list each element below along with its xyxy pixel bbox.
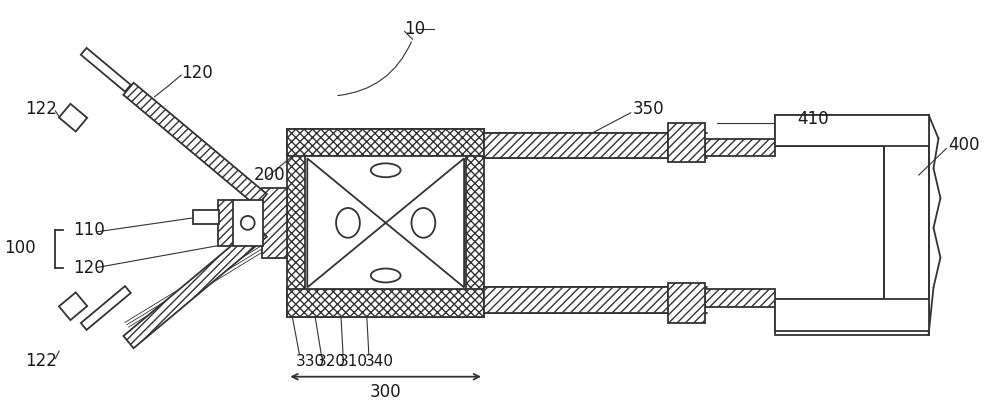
Bar [484, 287, 668, 313]
Polygon shape [775, 115, 929, 335]
Polygon shape [123, 225, 267, 348]
Text: 400: 400 [948, 136, 980, 154]
Text: 320: 320 [317, 354, 346, 369]
Polygon shape [386, 158, 464, 287]
Text: 120: 120 [181, 64, 213, 82]
Text: 310: 310 [339, 354, 368, 369]
Text: 340: 340 [365, 354, 394, 369]
Ellipse shape [371, 163, 401, 177]
Bar [484, 133, 668, 158]
Text: 10: 10 [405, 20, 426, 38]
Text: 300: 300 [370, 382, 401, 401]
Bar [218, 200, 234, 246]
Ellipse shape [336, 208, 360, 238]
Text: 122: 122 [25, 100, 57, 118]
Text: 410: 410 [798, 110, 829, 128]
Ellipse shape [241, 216, 255, 230]
Bar [705, 290, 775, 307]
Polygon shape [81, 286, 131, 330]
Text: 200: 200 [254, 166, 285, 184]
Bar [262, 188, 287, 258]
Bar [287, 128, 484, 157]
Text: 330: 330 [295, 354, 324, 369]
Text: 350: 350 [633, 100, 664, 118]
Bar [287, 128, 484, 317]
Polygon shape [81, 48, 131, 92]
Bar [305, 157, 466, 290]
Polygon shape [123, 83, 267, 206]
Bar [193, 210, 219, 224]
Bar [775, 115, 929, 147]
Text: 122: 122 [25, 352, 57, 370]
Ellipse shape [371, 268, 401, 282]
Text: 120: 120 [73, 259, 105, 277]
Polygon shape [307, 158, 386, 287]
Text: 110: 110 [73, 221, 105, 239]
Ellipse shape [411, 208, 435, 238]
Bar [705, 138, 775, 157]
Bar [668, 283, 705, 323]
Text: 100: 100 [4, 239, 35, 257]
Bar [668, 123, 705, 162]
Polygon shape [59, 104, 87, 131]
Bar [775, 299, 929, 331]
Bar [287, 290, 484, 317]
Bar [233, 200, 263, 246]
Polygon shape [59, 292, 87, 320]
